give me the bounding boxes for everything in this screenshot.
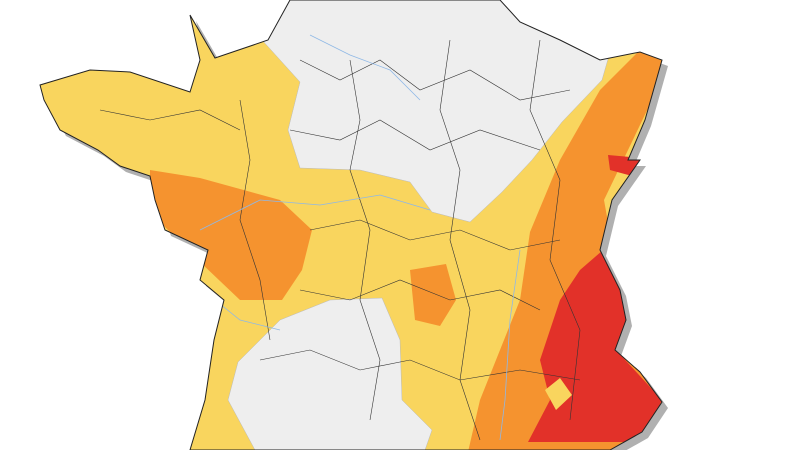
zone-moderate-center <box>410 264 456 326</box>
zone-moderate-west <box>150 170 312 300</box>
zone-low-inlet <box>545 378 572 410</box>
rivers <box>199 34 521 441</box>
zone-very-low-southwest <box>227 297 433 450</box>
department-borders <box>99 39 581 441</box>
